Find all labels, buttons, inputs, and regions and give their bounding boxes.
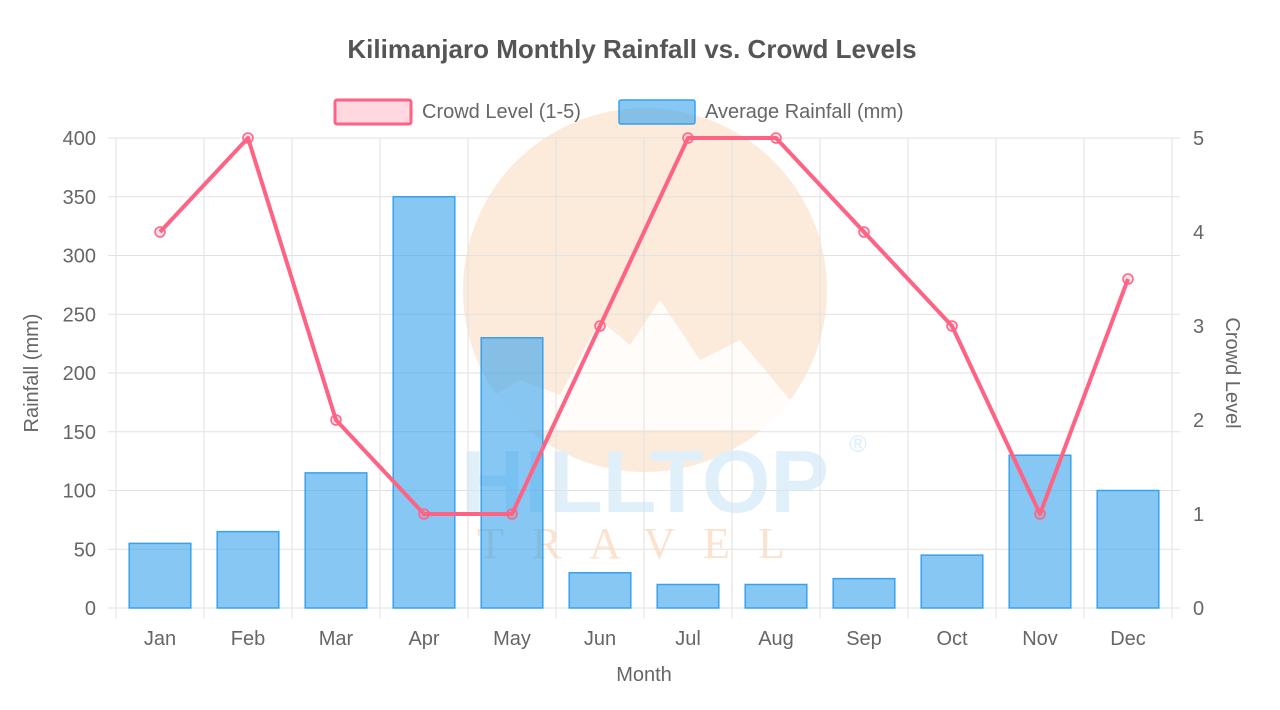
y-tick-label: 50 <box>74 539 96 561</box>
bar-sep[interactable] <box>832 577 896 609</box>
y-axis-title: Rainfall (mm) <box>21 314 43 433</box>
bar-apr[interactable] <box>392 196 456 609</box>
y2-axis-ticks: 0 1 2 3 4 5 <box>1193 128 1204 620</box>
legend-item-crowd[interactable]: Crowd Level (1-5) <box>333 98 581 126</box>
x-tick-label: Aug <box>758 628 794 650</box>
y2-tick-label: 0 <box>1193 598 1204 620</box>
bar-jun[interactable] <box>568 572 632 609</box>
crowd-point-dec[interactable] <box>1122 273 1134 285</box>
crowd-point-jan[interactable] <box>154 226 166 238</box>
crowd-point-apr[interactable] <box>418 508 430 520</box>
chart-title: Kilimanjaro Monthly Rainfall vs. Crowd L… <box>347 34 916 64</box>
y2-tick-label: 4 <box>1193 222 1204 244</box>
y-tick-label: 350 <box>63 187 96 209</box>
crowd-point-aug[interactable] <box>770 132 782 144</box>
x-tick-label: May <box>493 628 531 650</box>
x-axis-ticks: Jan Feb Mar Apr May Jun Jul Aug Sep Oct Nov Dec <box>144 628 1146 650</box>
hilltop-travel-watermark: HILLTOP ® TRAVEL <box>461 108 867 568</box>
y2-axis-title: Crowd Level <box>1221 317 1243 428</box>
bar-feb[interactable] <box>216 530 280 609</box>
watermark-mountain-shape <box>470 300 830 430</box>
watermark-registered-mark: ® <box>849 431 867 458</box>
bar-aug[interactable] <box>744 583 808 609</box>
legend-swatch-rainfall <box>618 99 696 125</box>
x-tick-label: Jan <box>144 628 176 650</box>
bar-mar[interactable] <box>304 472 368 609</box>
grid <box>108 137 1180 618</box>
x-tick-label: Jun <box>584 628 616 650</box>
y2-tick-label: 3 <box>1193 316 1204 338</box>
legend-swatch-crowd <box>333 98 413 126</box>
y2-tick-label: 1 <box>1193 504 1204 526</box>
bar-may[interactable] <box>480 337 544 609</box>
x-tick-label: Apr <box>408 628 439 650</box>
y-tick-label: 100 <box>63 481 96 503</box>
y-tick-label: 200 <box>63 363 96 385</box>
bar-jul[interactable] <box>656 583 720 609</box>
crowd-point-mar[interactable] <box>330 414 342 426</box>
crowd-point-feb[interactable] <box>242 132 254 144</box>
crowd-point-jun[interactable] <box>594 320 606 332</box>
y-tick-label: 400 <box>63 128 96 150</box>
y-tick-label: 250 <box>63 304 96 326</box>
crowd-point-oct[interactable] <box>946 320 958 332</box>
legend-label-crowd: Crowd Level (1-5) <box>422 101 581 123</box>
y-tick-label: 300 <box>63 246 96 268</box>
bar-oct[interactable] <box>920 554 984 609</box>
x-tick-label: Oct <box>936 628 968 650</box>
x-tick-label: Dec <box>1110 628 1146 650</box>
x-tick-label: Feb <box>231 628 265 650</box>
legend: Crowd Level (1-5) Average Rainfall (mm) <box>333 98 904 126</box>
y-tick-label: 0 <box>85 598 96 620</box>
y-tick-label: 150 <box>63 422 96 444</box>
bar-nov[interactable] <box>1008 454 1072 609</box>
crowd-point-sep[interactable] <box>858 226 870 238</box>
x-axis-title: Month <box>616 664 672 686</box>
bar-jan[interactable] <box>128 542 192 609</box>
crowd-point-jul[interactable] <box>682 132 694 144</box>
x-tick-label: Jul <box>675 628 701 650</box>
y2-tick-label: 5 <box>1193 128 1204 150</box>
bar-dec[interactable] <box>1096 489 1160 609</box>
x-tick-label: Mar <box>319 628 354 650</box>
legend-item-rainfall[interactable]: Average Rainfall (mm) <box>618 99 904 125</box>
crowd-point-nov[interactable] <box>1034 508 1046 520</box>
y-axis-ticks: 0 50 100 150 200 250 300 350 400 <box>63 128 96 620</box>
crowd-line-path <box>158 136 1130 516</box>
x-tick-label: Nov <box>1022 628 1058 650</box>
y2-tick-label: 2 <box>1193 410 1204 432</box>
crowd-point-may[interactable] <box>506 508 518 520</box>
crowd-line <box>154 132 1134 520</box>
legend-label-rainfall: Average Rainfall (mm) <box>705 101 904 123</box>
x-tick-label: Sep <box>846 628 882 650</box>
